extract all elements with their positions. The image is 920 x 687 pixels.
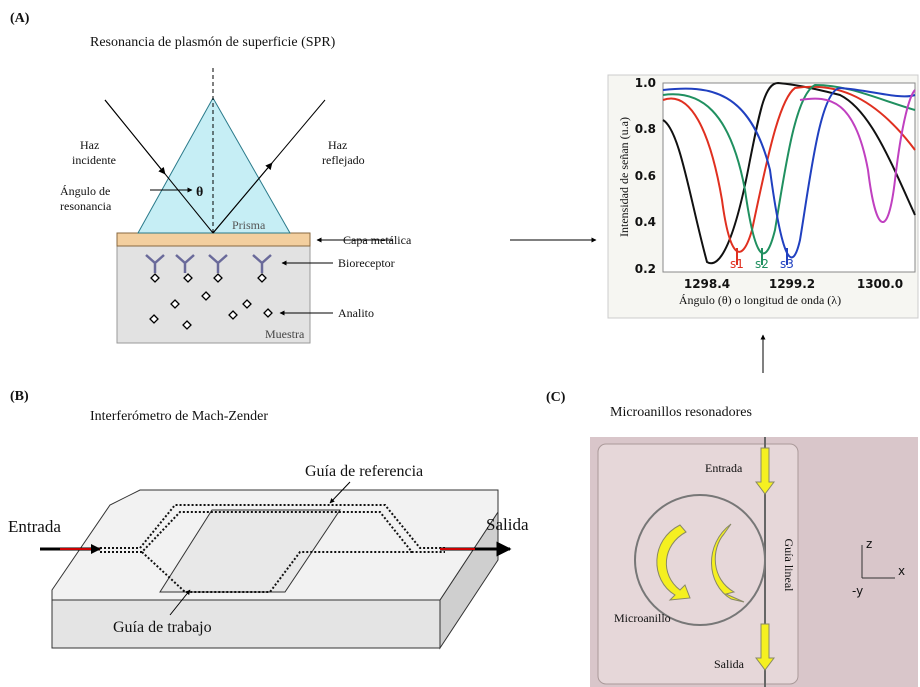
incident-label: incidente bbox=[72, 153, 116, 167]
bioreceptor-label: Bioreceptor bbox=[338, 256, 395, 270]
panel-label: (A) bbox=[10, 11, 30, 26]
prism bbox=[138, 98, 290, 233]
panel-title: Interferómetro de Mach-Zender bbox=[90, 409, 268, 424]
spr-plot: 1.0 0.8 0.6 0.4 0.2 1298.4 1299.2 1300.0… bbox=[608, 75, 918, 318]
incident-label: Haz bbox=[80, 138, 99, 152]
theta: θ bbox=[196, 185, 203, 200]
peak-label: s1 bbox=[730, 257, 744, 271]
panel-title: Resonancia de plasmón de superficie (SPR… bbox=[90, 35, 336, 50]
panel-label: (B) bbox=[10, 389, 29, 404]
angle-label: resonancia bbox=[60, 199, 112, 213]
analyte-label: Analito bbox=[338, 306, 374, 320]
peak-label: s3 bbox=[780, 257, 794, 271]
input-label: Entrada bbox=[705, 461, 743, 475]
panel-label: (C) bbox=[546, 390, 566, 405]
x-tick-label: 1300.0 bbox=[857, 277, 903, 291]
output-label: Salida bbox=[714, 657, 745, 671]
axis-label: -y bbox=[852, 584, 863, 598]
output-label: Salida bbox=[486, 515, 529, 534]
y-tick-label: 0.2 bbox=[635, 262, 656, 276]
metal-label: Capa metálica bbox=[343, 233, 412, 247]
working-label: Guía de trabajo bbox=[113, 619, 212, 636]
peak-label: s2 bbox=[755, 257, 769, 271]
x-axis-label: Ángulo (θ) o longitud de onda (λ) bbox=[679, 293, 841, 307]
guide-label: Guía lineal bbox=[782, 539, 796, 593]
y-tick-label: 0.6 bbox=[635, 169, 656, 183]
y-axis-label: Intensidad de señan (u.a) bbox=[617, 117, 631, 237]
sample-label: Muestra bbox=[265, 327, 305, 341]
x-tick-label: 1298.4 bbox=[684, 277, 730, 291]
input-label: Entrada bbox=[8, 517, 61, 536]
reflected-label: Haz bbox=[328, 138, 347, 152]
panel-a: (A) Resonancia de plasmón de superficie … bbox=[10, 11, 412, 343]
prism-label: Prisma bbox=[232, 218, 266, 232]
y-tick-label: 0.8 bbox=[635, 122, 656, 136]
figure: (A) Resonancia de plasmón de superficie … bbox=[0, 0, 920, 687]
reflected-label: reflejado bbox=[322, 153, 365, 167]
ring-label: Microanillo bbox=[614, 611, 671, 625]
axis-label: z bbox=[866, 537, 872, 551]
panel-c: (C) Microanillos resonadores Entrada Sal… bbox=[546, 390, 918, 687]
panel-title: Microanillos resonadores bbox=[610, 405, 752, 420]
y-tick-label: 1.0 bbox=[635, 76, 656, 90]
reference-label: Guía de referencia bbox=[305, 463, 423, 480]
panel-b: (B) Interferómetro de Mach-Zender Entrad… bbox=[8, 389, 529, 648]
axis-label: x bbox=[898, 564, 905, 578]
metal-layer bbox=[117, 233, 310, 246]
y-tick-label: 0.4 bbox=[635, 215, 656, 229]
angle-label: Ángulo de bbox=[60, 184, 110, 198]
slab-front bbox=[52, 600, 440, 648]
x-tick-label: 1299.2 bbox=[769, 277, 815, 291]
